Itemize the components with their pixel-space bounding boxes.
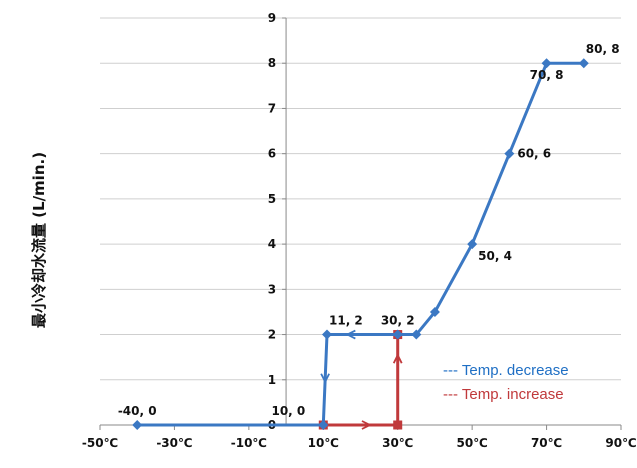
data-point bbox=[429, 306, 440, 317]
x-tick-label: 70℃ bbox=[531, 436, 562, 450]
y-tick-label: 1 bbox=[268, 373, 276, 387]
y-tick-label: 7 bbox=[268, 101, 276, 115]
data-point bbox=[467, 239, 478, 250]
series-layer bbox=[132, 58, 589, 430]
data-label: 50, 4 bbox=[478, 249, 512, 263]
arrow-marker bbox=[345, 329, 356, 340]
x-tick-label: -50℃ bbox=[82, 436, 118, 450]
x-tick-label: 10℃ bbox=[308, 436, 339, 450]
data-point bbox=[411, 329, 422, 340]
data-point bbox=[578, 58, 589, 69]
data-label: 80, 8 bbox=[586, 42, 620, 56]
data-point bbox=[504, 148, 515, 159]
data-point bbox=[318, 420, 329, 430]
arrow-marker bbox=[320, 373, 330, 384]
x-tick-label: 90℃ bbox=[605, 436, 636, 450]
data-label: -40, 0 bbox=[118, 404, 157, 418]
arrow-marker bbox=[361, 420, 372, 430]
data-point bbox=[322, 329, 333, 340]
x-tick-label: 50℃ bbox=[457, 436, 488, 450]
y-tick-label: 8 bbox=[268, 56, 276, 70]
y-tick-label: 6 bbox=[268, 147, 276, 161]
data-labels: -40, 0 10, 0 11, 2 30, 2 50, 4 60, 6 70, 8 80, … bbox=[118, 42, 620, 418]
y-tick-label: 5 bbox=[268, 192, 276, 206]
data-point bbox=[393, 420, 403, 430]
data-label: 60, 6 bbox=[517, 147, 551, 161]
x-tick-label: -10℃ bbox=[231, 436, 267, 450]
data-point bbox=[541, 58, 552, 69]
gridlines bbox=[100, 17, 621, 381]
arrow-marker bbox=[392, 353, 403, 364]
x-tick-label: -30℃ bbox=[156, 436, 192, 450]
y-tick-label: 3 bbox=[268, 282, 276, 296]
x-tick-label: 30℃ bbox=[382, 436, 413, 450]
legend: --- Temp. decrease --- Temp. increase bbox=[443, 362, 569, 403]
y-axis-label: 最小冷却水流量 (L/min.) bbox=[30, 152, 48, 328]
data-label: 70, 8 bbox=[530, 68, 564, 82]
y-tick-label: 9 bbox=[268, 11, 276, 25]
legend-item-decrease: --- Temp. decrease bbox=[443, 362, 569, 379]
data-point bbox=[392, 329, 403, 340]
legend-item-increase: --- Temp. increase bbox=[443, 386, 564, 403]
data-point bbox=[132, 420, 143, 430]
y-tick-label: 2 bbox=[268, 328, 276, 342]
data-label: 10, 0 bbox=[271, 404, 305, 418]
data-label: 11, 2 bbox=[329, 314, 363, 328]
y-tick-label: 4 bbox=[268, 237, 276, 251]
data-label: 30, 2 bbox=[381, 314, 415, 328]
